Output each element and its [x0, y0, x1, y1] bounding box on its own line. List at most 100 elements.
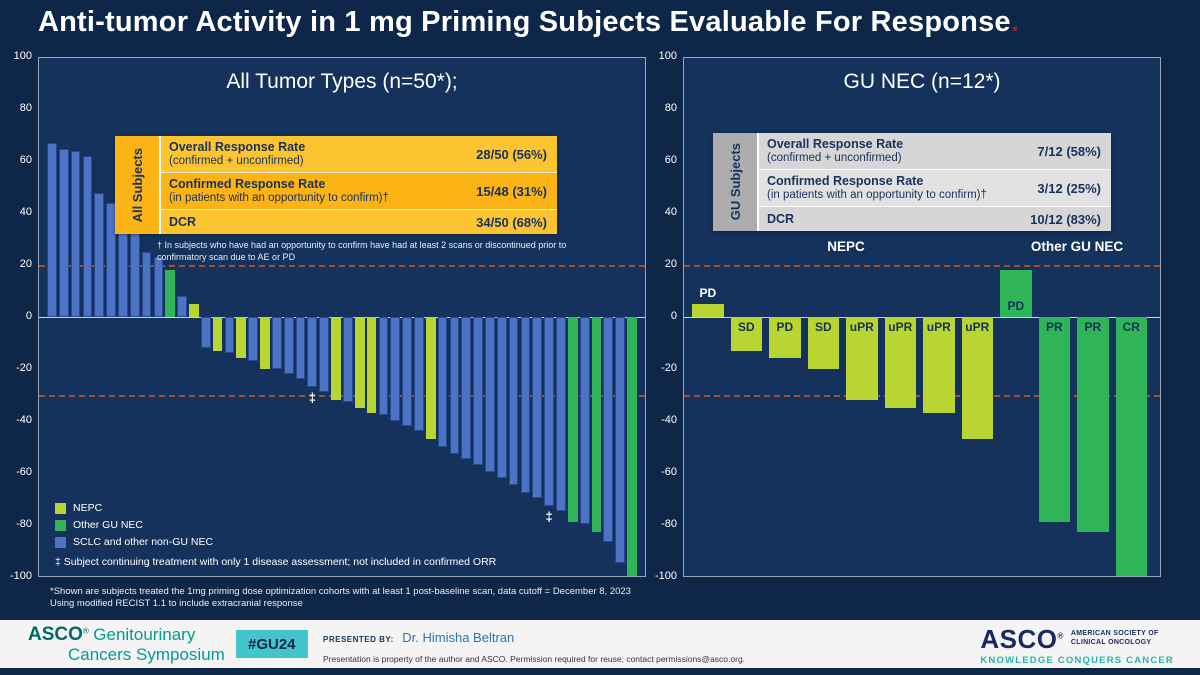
waterfall-bar: [769, 317, 801, 359]
group-label-nepc: NEPC: [827, 239, 865, 255]
waterfall-bar: [94, 192, 105, 317]
table-row-dcr: DCR 34/50 (68%): [161, 210, 557, 234]
row-label-cell: Confirmed Response Rate (in patients wit…: [759, 170, 1011, 206]
waterfall-bar: [807, 317, 840, 369]
footer-bar: ASCO® Genitourinary Cancers Symposium #G…: [0, 620, 1200, 668]
presented-by-label: PRESENTED BY:: [323, 635, 394, 644]
waterfall-bar: [449, 317, 460, 455]
asco-org-line2: CLINICAL ONCOLOGY: [1070, 639, 1152, 646]
waterfall-bar: [544, 317, 554, 507]
y-axis-tick-label: 100: [658, 50, 677, 62]
row-label-cell: Overall Response Rate (confirmed + uncon…: [759, 133, 1011, 169]
bar-response-label: PD: [699, 286, 717, 301]
bar-response-label: SD: [814, 320, 832, 334]
waterfall-bar: [366, 317, 377, 413]
row-label-cell: DCR: [759, 207, 1011, 231]
slide-footnote-asterisk: *Shown are subjects treated the 1mg prim…: [50, 586, 631, 597]
row-label: DCR: [767, 211, 795, 226]
right-chart-title: GU NEC (n=12*): [843, 70, 1001, 93]
waterfall-bar: [414, 317, 424, 431]
waterfall-bar: [437, 317, 448, 447]
double-dagger-marker: ‡: [545, 509, 553, 525]
waterfall-bar: [692, 304, 724, 317]
gu-logo-asco: ASCO: [28, 624, 83, 645]
waterfall-bar: [271, 317, 282, 369]
waterfall-bar: [579, 317, 590, 525]
nepc-swatch: [55, 502, 66, 514]
gu-symposium-logo: ASCO® Genitourinary Cancers Symposium: [28, 624, 225, 665]
gu-subjects-side-label: GU Subjects: [727, 143, 743, 221]
page-title-text: Anti-tumor Activity in 1 mg Priming Subj…: [38, 6, 1011, 38]
waterfall-bar: [236, 317, 247, 359]
waterfall-bar: [1038, 317, 1071, 522]
table-row-crr: Confirmed Response Rate (in patients wit…: [161, 173, 557, 210]
waterfall-bar: [603, 317, 614, 543]
all-subjects-side-label: All Subjects: [129, 147, 145, 223]
y-axis-tick-label: 20: [664, 258, 677, 270]
y-axis-tick-label: 40: [19, 206, 32, 218]
sclc-swatch: [55, 536, 66, 548]
y-axis-tick-label: 60: [664, 154, 677, 166]
title-period: .: [1010, 6, 1019, 38]
row-label: DCR: [169, 214, 197, 229]
waterfall-bar: [567, 317, 578, 522]
presenter-line: PRESENTED BY: Dr. Himisha Beltran: [323, 629, 745, 647]
row-value: 28/50 (56%): [476, 146, 547, 162]
gu-logo-line1: Genitourinary: [93, 625, 196, 644]
waterfall-bar: [106, 203, 116, 317]
y-axis-tick-label: 40: [664, 206, 677, 218]
waterfall-bar: [165, 270, 176, 317]
y-axis-tick-label: 20: [19, 258, 32, 270]
bar-response-label: uPR: [849, 320, 874, 334]
waterfall-bar: [390, 317, 401, 421]
y-axis-tick-label: 80: [664, 102, 677, 114]
registered-mark: ®: [82, 626, 89, 636]
bar-response-label: PR: [1084, 320, 1102, 334]
waterfall-bar: [283, 317, 294, 374]
waterfall-bar: [177, 296, 187, 317]
left-chart-title: All Tumor Types (n=50*);: [226, 70, 458, 93]
gu-subjects-response-table: GU Subjects Overall Response Rate (confi…: [713, 133, 1111, 231]
row-label: Overall Response Rate: [767, 137, 904, 152]
waterfall-bar: [520, 317, 531, 494]
asco-logo-row: ASCO® AMERICAN SOCIETY OF CLINICAL ONCOL…: [980, 626, 1174, 652]
row-label-cell: DCR: [161, 210, 445, 234]
bar-response-label: uPR: [926, 320, 951, 334]
all-subjects-rows: Overall Response Rate (confirmed + uncon…: [161, 136, 557, 234]
double-dagger-note: ‡ Subject continuing treatment with only…: [55, 556, 497, 568]
legend-label: NEPC: [73, 502, 103, 514]
row-label: Confirmed Response Rate: [169, 177, 326, 192]
legend-label: SCLC and other non-GU NEC: [73, 536, 214, 548]
row-label-cell: Confirmed Response Rate (in patients wit…: [161, 173, 445, 209]
slide-footnote-recist: Using modified RECIST 1.1 to include ext…: [50, 598, 303, 609]
waterfall-bar: [556, 317, 566, 512]
y-axis-tick-label: -60: [16, 466, 32, 478]
waterfall-bar: [331, 317, 341, 400]
asco-wordmark: ASCO: [980, 624, 1058, 654]
waterfall-bar: [212, 317, 223, 351]
waterfall-bar: [425, 317, 436, 439]
y-axis-tick-label: 0: [670, 310, 677, 322]
table-row-orr: Overall Response Rate (confirmed + uncon…: [759, 133, 1111, 170]
waterfall-bar: [378, 317, 389, 416]
reference-line--30: [39, 394, 645, 397]
reference-line-20: [39, 265, 645, 268]
y-axis-tick-label: -40: [16, 414, 32, 426]
reference-line--30: [684, 394, 1160, 397]
right-chart-y-axis: 100 80 60 40 20 0 -20 -40 -60 -80 -100: [649, 50, 679, 582]
bar-response-label: PD: [1007, 299, 1025, 313]
waterfall-bar: [307, 317, 318, 387]
waterfall-bar: [473, 317, 483, 465]
waterfall-bar: [141, 252, 152, 317]
y-axis-tick-label: 100: [13, 50, 32, 62]
row-value: 10/12 (83%): [1030, 211, 1101, 227]
all-subjects-response-table: All Subjects Overall Response Rate (conf…: [115, 136, 557, 234]
left-chart-panel: ‡ ‡ All Tumor Types (n=50*); All Subjects…: [38, 57, 646, 577]
y-axis-tick-label: -80: [661, 518, 677, 530]
waterfall-bar: [248, 317, 258, 362]
row-sublabel: (confirmed + unconfirmed): [767, 151, 902, 164]
left-chart-plot: ‡ ‡: [39, 58, 645, 576]
legend-item-sclc: SCLC and other non-GU NEC: [55, 536, 213, 548]
asco-org-lines: AMERICAN SOCIETY OF CLINICAL ONCOLOGY: [1071, 630, 1159, 648]
presenter-name: Dr. Himisha Beltran: [402, 630, 515, 645]
